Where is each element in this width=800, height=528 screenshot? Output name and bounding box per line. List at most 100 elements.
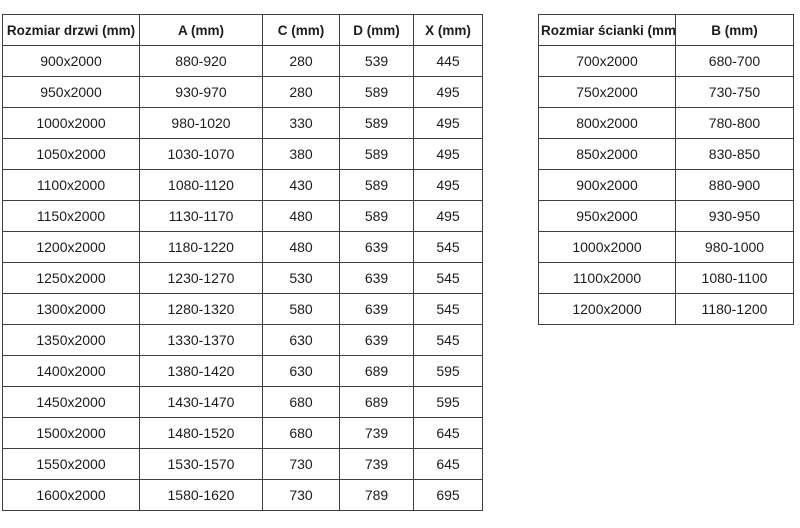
table-cell: 1530-1570 <box>139 448 263 480</box>
table-cell: 595 <box>413 355 483 387</box>
table-cell: 750x2000 <box>538 76 676 108</box>
table-cell: 730 <box>262 448 340 480</box>
column-header: X (mm) <box>413 14 483 46</box>
table-cell: 1600x2000 <box>2 479 140 511</box>
table-cell: 539 <box>339 45 414 77</box>
table-cell: 1450x2000 <box>2 386 140 418</box>
table-cell: 495 <box>413 76 483 108</box>
table-row: 700x2000 680-700 <box>538 45 794 77</box>
table-cell: 689 <box>339 355 414 387</box>
table-cell: 545 <box>413 231 483 263</box>
table-cell: 639 <box>339 324 414 356</box>
table-cell: 480 <box>262 200 340 232</box>
table-row: 1150x2000 1130-1170 480 589 495 <box>2 200 483 232</box>
column-header: B (mm) <box>675 14 794 46</box>
table-cell: 1350x2000 <box>2 324 140 356</box>
table-cell: 630 <box>262 355 340 387</box>
wall-size-table-body: 700x2000 680-700 750x2000 730-750 800x2000 78… <box>538 45 794 325</box>
table-cell: 680-700 <box>675 45 794 77</box>
table-cell: 1100x2000 <box>2 169 140 201</box>
table-row: 1000x2000 980-1000 <box>538 231 794 263</box>
table-cell: 595 <box>413 386 483 418</box>
table-cell: 1280-1320 <box>139 293 263 325</box>
table-cell: 645 <box>413 417 483 449</box>
table-cell: 1200x2000 <box>538 293 676 325</box>
table-cell: 589 <box>339 138 414 170</box>
table-row: 900x2000 880-900 <box>538 169 794 201</box>
door-size-table: Rozmiar drzwi (mm) A (mm) C (mm) D (mm) X (m… <box>2 14 483 511</box>
table-cell: 880-920 <box>139 45 263 77</box>
table-cell: 1500x2000 <box>2 417 140 449</box>
table-cell: 1380-1420 <box>139 355 263 387</box>
header-row: Rozmiar drzwi (mm) A (mm) C (mm) D (mm) X (m… <box>2 14 483 46</box>
table-cell: 1230-1270 <box>139 262 263 294</box>
table-cell: 380 <box>262 138 340 170</box>
column-header: C (mm) <box>262 14 340 46</box>
table-cell: 1080-1100 <box>675 262 794 294</box>
table-cell: 730 <box>262 479 340 511</box>
table-cell: 980-1000 <box>675 231 794 263</box>
table-cell: 1100x2000 <box>538 262 676 294</box>
table-cell: 1300x2000 <box>2 293 140 325</box>
table-cell: 930-950 <box>675 200 794 232</box>
table-cell: 630 <box>262 324 340 356</box>
table-row: 1200x2000 1180-1220 480 639 545 <box>2 231 483 263</box>
table-cell: 589 <box>339 76 414 108</box>
table-cell: 789 <box>339 479 414 511</box>
table-row: 950x2000 930-950 <box>538 200 794 232</box>
table-cell: 1200x2000 <box>2 231 140 263</box>
table-cell: 1180-1200 <box>675 293 794 325</box>
table-cell: 330 <box>262 107 340 139</box>
table-cell: 739 <box>339 417 414 449</box>
column-header: Rozmiar drzwi (mm) <box>2 14 140 46</box>
table-row: 1100x2000 1080-1100 <box>538 262 794 294</box>
table-cell: 1430-1470 <box>139 386 263 418</box>
table-cell: 480 <box>262 231 340 263</box>
table-row: 1400x2000 1380-1420 630 689 595 <box>2 355 483 387</box>
table-row: 1300x2000 1280-1320 580 639 545 <box>2 293 483 325</box>
table-cell: 930-970 <box>139 76 263 108</box>
table-cell: 830-850 <box>675 138 794 170</box>
table-cell: 645 <box>413 448 483 480</box>
table-row: 1000x2000 980-1020 330 589 495 <box>2 107 483 139</box>
table-row: 1600x2000 1580-1620 730 789 695 <box>2 479 483 511</box>
table-row: 1200x2000 1180-1200 <box>538 293 794 325</box>
table-cell: 589 <box>339 107 414 139</box>
table-cell: 1080-1120 <box>139 169 263 201</box>
table-cell: 495 <box>413 107 483 139</box>
table-cell: 1000x2000 <box>538 231 676 263</box>
table-cell: 1050x2000 <box>2 138 140 170</box>
table-cell: 1400x2000 <box>2 355 140 387</box>
table-row: 850x2000 830-850 <box>538 138 794 170</box>
table-cell: 545 <box>413 293 483 325</box>
table-cell: 689 <box>339 386 414 418</box>
table-cell: 495 <box>413 169 483 201</box>
table-cell: 580 <box>262 293 340 325</box>
table-cell: 1030-1070 <box>139 138 263 170</box>
table-cell: 1000x2000 <box>2 107 140 139</box>
table-cell: 1150x2000 <box>2 200 140 232</box>
table-cell: 850x2000 <box>538 138 676 170</box>
table-cell: 430 <box>262 169 340 201</box>
table-cell: 950x2000 <box>538 200 676 232</box>
table-cell: 639 <box>339 231 414 263</box>
table-row: 750x2000 730-750 <box>538 76 794 108</box>
table-row: 1100x2000 1080-1120 430 589 495 <box>2 169 483 201</box>
table-row: 1450x2000 1430-1470 680 689 595 <box>2 386 483 418</box>
table-row: 1250x2000 1230-1270 530 639 545 <box>2 262 483 294</box>
table-cell: 530 <box>262 262 340 294</box>
table-cell: 495 <box>413 200 483 232</box>
table-cell: 980-1020 <box>139 107 263 139</box>
table-row: 1550x2000 1530-1570 730 739 645 <box>2 448 483 480</box>
table-cell: 680 <box>262 417 340 449</box>
header-row: Rozmiar ścianki (mm) B (mm) <box>538 14 794 46</box>
wall-size-table-header: Rozmiar ścianki (mm) B (mm) <box>538 14 794 46</box>
table-row: 1050x2000 1030-1070 380 589 495 <box>2 138 483 170</box>
column-header: Rozmiar ścianki (mm) <box>538 14 676 46</box>
table-cell: 900x2000 <box>538 169 676 201</box>
table-row: 900x2000 880-920 280 539 445 <box>2 45 483 77</box>
table-cell: 1330-1370 <box>139 324 263 356</box>
table-row: 800x2000 780-800 <box>538 107 794 139</box>
table-cell: 800x2000 <box>538 107 676 139</box>
